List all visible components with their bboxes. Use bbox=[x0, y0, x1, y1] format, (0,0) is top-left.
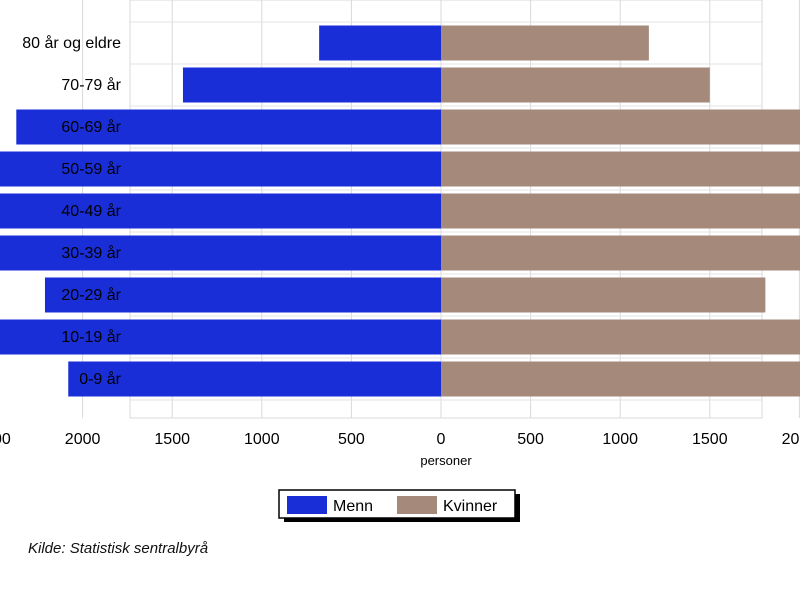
bar-menn bbox=[319, 25, 441, 61]
x-tick-label: 1500 bbox=[692, 431, 728, 448]
category-label: 80 år og eldre bbox=[22, 34, 121, 52]
category-label: 10-19 år bbox=[61, 328, 121, 346]
x-axis-label: personer bbox=[420, 453, 472, 468]
legend-swatch-menn bbox=[287, 496, 327, 514]
category-label: 50-59 år bbox=[61, 160, 121, 178]
bar-kvinner bbox=[441, 277, 766, 313]
category-label: 60-69 år bbox=[61, 118, 121, 136]
bar-kvinner bbox=[441, 25, 649, 61]
x-tick-label: 2500 bbox=[0, 431, 11, 448]
bar-kvinner bbox=[441, 235, 800, 271]
legend-label-kvinner: Kvinner bbox=[443, 498, 498, 515]
bar-kvinner bbox=[441, 361, 800, 397]
category-labels: 0-9 år 10-19 år 20-29 år 30-39 år 40-49 år 50… bbox=[22, 34, 121, 388]
legend: Menn Kvinner bbox=[278, 489, 520, 522]
bar-kvinner bbox=[441, 319, 800, 355]
bar-kvinner bbox=[441, 193, 800, 229]
bar-menn bbox=[0, 151, 441, 187]
bar-menn bbox=[0, 319, 441, 355]
bar-kvinner bbox=[441, 151, 800, 187]
category-label: 0-9 år bbox=[79, 370, 121, 388]
x-tick-labels: 3500300025002000150010005000500100015002… bbox=[0, 431, 800, 448]
x-tick-label: 2000 bbox=[782, 431, 800, 448]
x-tick-label: 0 bbox=[437, 431, 446, 448]
bar-menn bbox=[0, 235, 441, 271]
x-tick-label: 1000 bbox=[602, 431, 638, 448]
bar-menn bbox=[44, 277, 442, 313]
category-label: 20-29 år bbox=[61, 286, 121, 304]
bar-kvinner bbox=[441, 67, 710, 103]
legend-label-menn: Menn bbox=[333, 498, 373, 515]
category-label: 40-49 år bbox=[61, 202, 121, 220]
x-tick-label: 1000 bbox=[244, 431, 280, 448]
x-tick-label: 2000 bbox=[65, 431, 101, 448]
x-tick-label: 1500 bbox=[154, 431, 190, 448]
bar-menn bbox=[0, 193, 441, 229]
source-note: Kilde: Statistisk sentralbyrå bbox=[28, 540, 209, 557]
category-label: 30-39 år bbox=[61, 244, 121, 262]
x-tick-label: 500 bbox=[338, 431, 365, 448]
bar-menn bbox=[68, 361, 441, 397]
bar-menn bbox=[16, 109, 442, 145]
bars bbox=[0, 25, 800, 397]
x-tick-label: 500 bbox=[517, 431, 544, 448]
bar-menn bbox=[182, 67, 441, 103]
legend-swatch-kvinner bbox=[397, 496, 437, 514]
bar-kvinner bbox=[441, 109, 800, 145]
category-label: 70-79 år bbox=[61, 76, 121, 94]
